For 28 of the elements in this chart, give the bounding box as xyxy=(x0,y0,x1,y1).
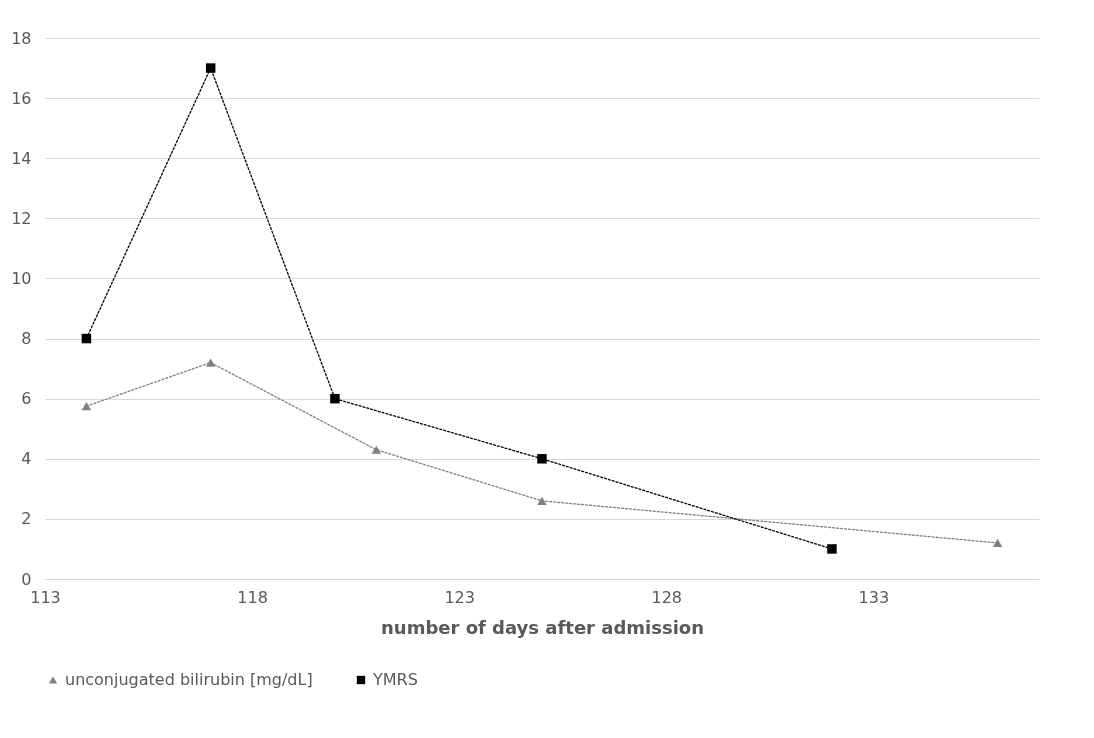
y-tick-label: 10 xyxy=(11,268,32,288)
x-tick-label: 113 xyxy=(30,587,61,607)
point xyxy=(371,445,382,454)
point xyxy=(992,538,1003,548)
point xyxy=(205,63,216,73)
point xyxy=(537,454,547,464)
x-tick-label: 118 xyxy=(237,587,268,607)
legend-label: unconjugated bilirubin [mg/dL] xyxy=(65,670,313,689)
x-tick-label: 133 xyxy=(858,587,890,607)
point xyxy=(330,393,340,404)
point xyxy=(81,402,92,411)
y-tick-label: 12 xyxy=(11,208,32,228)
x-axis-title: number of days after admission xyxy=(381,616,704,638)
point xyxy=(205,358,216,367)
y-tick-label: 16 xyxy=(11,88,32,108)
y-tick-label: 18 xyxy=(11,28,32,48)
point xyxy=(537,496,547,505)
y-tick-label: 14 xyxy=(11,148,32,168)
x-tick-label: 123 xyxy=(444,587,475,607)
y-tick-label: 6 xyxy=(21,389,32,409)
y-tick-label: 0 xyxy=(21,569,32,589)
y-tick-label: 8 xyxy=(21,329,32,349)
point xyxy=(827,544,837,554)
x-tick-label: 128 xyxy=(651,587,683,607)
y-tick-label: 2 xyxy=(21,509,32,529)
legend-label: YMRS xyxy=(372,670,418,689)
y-tick-label: 4 xyxy=(21,449,32,469)
point xyxy=(81,333,92,344)
